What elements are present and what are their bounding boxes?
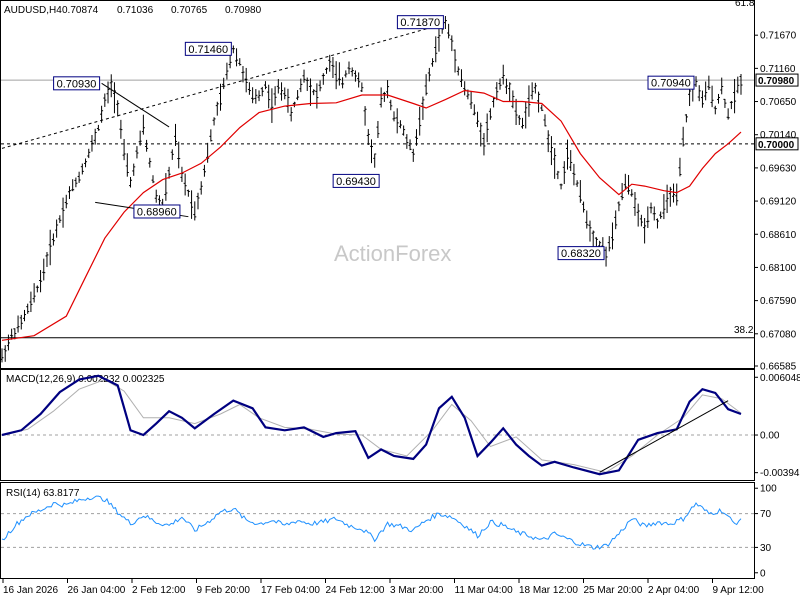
rsi-y-tick-label: 100 <box>760 484 777 495</box>
price-label-box <box>133 204 181 219</box>
price-y-tick-label: 0.68610 <box>760 230 797 241</box>
ohlc-low: 0.70765 <box>171 5 208 16</box>
support-tag-box <box>755 137 799 151</box>
x-tick-label: 2 Feb 12:00 <box>132 585 186 596</box>
symbol-title: AUDUSD,H4 <box>4 5 62 16</box>
ohlc-open: 0.70874 <box>62 5 99 16</box>
trendline <box>1 22 446 149</box>
price-label: 0.71460 <box>184 41 232 56</box>
macd-panel-frame <box>0 369 755 481</box>
x-tick-label: 24 Feb 12:00 <box>326 585 385 596</box>
rsi-panel: RSI(14) 63.8177 100 70 30 0 <box>0 482 777 579</box>
price-label: 0.68960 <box>133 204 181 219</box>
current-price-tag: 0.70980 <box>755 73 799 87</box>
x-tick-label: 2 Apr 04:00 <box>648 585 700 596</box>
support-tag-text: 0.70000 <box>758 140 795 151</box>
macd-panel: MACD(12,26,9) 0.002232 0.002325 0.006048… <box>0 369 800 481</box>
price-y-tick-label: 0.69630 <box>760 163 797 174</box>
rsi-title: RSI(14) 63.8177 <box>6 488 80 499</box>
x-tick-label: 16 Jan 2026 <box>3 585 58 596</box>
macd-y-tick-label: 0.006048 <box>760 373 800 384</box>
x-tick-label: 9 Apr 12:00 <box>713 585 765 596</box>
price-label-text: 0.71870 <box>400 17 440 29</box>
x-tick-label: 3 Mar 20:00 <box>390 585 444 596</box>
price-label-text: 0.68320 <box>561 248 601 260</box>
trendline <box>101 82 170 128</box>
price-label-text: 0.69430 <box>336 176 376 188</box>
price-label-text: 0.68960 <box>137 206 177 218</box>
current-price-tag-text: 0.70980 <box>758 76 795 87</box>
moving-average-line <box>1 89 742 341</box>
price-y-tick-label: 0.67590 <box>760 296 797 307</box>
macd-trendline <box>599 400 729 473</box>
top-partial-label: 61.8 <box>735 0 755 9</box>
x-tick-label: 26 Jan 04:00 <box>68 585 126 596</box>
price-label-box <box>647 75 695 90</box>
rsi-y-tick-label: 0 <box>760 568 766 579</box>
rsi-panel-frame <box>0 482 755 579</box>
current-price-tag-box <box>755 73 799 87</box>
price-y-tick-label: 0.71670 <box>760 31 797 42</box>
price-label-text: 0.70930 <box>57 78 97 90</box>
price-label-box <box>53 76 101 91</box>
macd-y-tick-label: 0.00 <box>760 431 780 442</box>
price-y-tick-label: 0.66585 <box>760 362 797 373</box>
x-tick-label: 25 Mar 20:00 <box>584 585 643 596</box>
price-label-box <box>557 246 605 261</box>
rsi-y-tick-label: 70 <box>760 509 772 520</box>
price-y-tick-label: 0.68100 <box>760 263 797 274</box>
price-y-tick-label: 0.67080 <box>760 329 797 340</box>
ohlc-high: 0.71036 <box>117 5 154 16</box>
price-y-tick-label: 0.70650 <box>760 97 797 108</box>
macd-line <box>1 374 742 476</box>
x-axis: 16 Jan 2026 26 Jan 04:00 2 Feb 12:00 9 Feb … <box>2 578 765 596</box>
price-label-text: 0.70940 <box>651 78 691 90</box>
x-tick-label: 18 Mar 12:00 <box>519 585 578 596</box>
price-label: 0.70930 <box>53 76 101 91</box>
macd-title: MACD(12,26,9) 0.002232 0.002325 <box>6 374 165 385</box>
price-label-box <box>332 173 380 188</box>
price-y-tick-label: 0.70140 <box>760 130 797 141</box>
x-tick-label: 17 Feb 04:00 <box>261 585 320 596</box>
price-label: 0.70940 <box>647 75 695 90</box>
fib-label: 38.2 <box>734 325 754 336</box>
ohlc-close: 0.70980 <box>225 5 262 16</box>
price-y-tick-label: 0.71160 <box>760 64 796 75</box>
rsi-y-tick-label: 30 <box>760 543 772 554</box>
rsi-line <box>1 495 742 550</box>
macd-y-tick-label: -0.00394 <box>760 468 800 479</box>
x-tick-label: 9 Feb 20:00 <box>197 585 251 596</box>
price-y-tick-label: 0.69120 <box>760 197 797 208</box>
x-tick-label: 11 Mar 04:00 <box>455 585 514 596</box>
price-label: 0.68320 <box>557 246 605 261</box>
price-label-text: 0.71460 <box>188 44 228 56</box>
price-label: 0.71870 <box>396 15 444 30</box>
watermark: ActionForex <box>334 241 451 266</box>
price-label-box <box>184 41 232 56</box>
price-panel: AUDUSD,H4 0.70874 0.71036 0.70765 0.7098… <box>0 0 799 373</box>
support-tag: 0.70000 <box>755 137 799 151</box>
price-label-box <box>396 15 444 30</box>
price-label: 0.69430 <box>332 173 380 188</box>
